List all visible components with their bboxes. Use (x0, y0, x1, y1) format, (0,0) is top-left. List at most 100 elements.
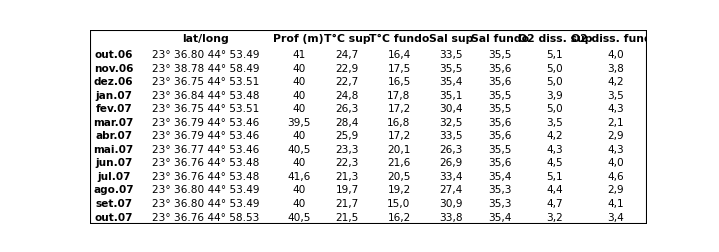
Bar (475, 184, 526, 197)
Bar (584, 103, 647, 116)
Bar (137, 30, 274, 48)
Text: 23° 36.80 44° 53.49: 23° 36.80 44° 53.49 (152, 199, 260, 209)
Text: 22,3: 22,3 (336, 159, 359, 168)
Text: 15,0: 15,0 (388, 199, 411, 209)
Bar (427, 48, 475, 62)
Bar (90, 211, 137, 224)
Bar (475, 197, 526, 211)
Text: 5,0: 5,0 (546, 104, 563, 114)
Text: 23° 36.75 44° 53.51: 23° 36.75 44° 53.51 (152, 104, 260, 114)
Text: 25,9: 25,9 (336, 131, 359, 141)
Bar (427, 103, 475, 116)
Bar (475, 116, 526, 130)
Text: 40: 40 (292, 199, 306, 209)
Bar (274, 143, 324, 157)
Text: Sal sup: Sal sup (429, 34, 473, 44)
Bar (90, 130, 137, 143)
Bar (584, 143, 647, 157)
Bar (274, 116, 324, 130)
Bar (274, 170, 324, 184)
Bar (371, 170, 427, 184)
Bar (427, 170, 475, 184)
Bar (274, 211, 324, 224)
Text: 20,5: 20,5 (388, 172, 411, 182)
Text: 4,6: 4,6 (608, 172, 624, 182)
Bar (584, 197, 647, 211)
Text: mai.07: mai.07 (93, 145, 134, 155)
Text: 35,5: 35,5 (489, 104, 512, 114)
Text: 26,9: 26,9 (439, 159, 462, 168)
Bar (427, 62, 475, 76)
Bar (371, 197, 427, 211)
Bar (427, 211, 475, 224)
Bar (475, 76, 526, 89)
Text: 26,3: 26,3 (439, 145, 462, 155)
Text: 32,5: 32,5 (439, 118, 462, 128)
Bar (90, 89, 137, 103)
Text: 4,5: 4,5 (546, 159, 563, 168)
Bar (90, 116, 137, 130)
Text: jan.07: jan.07 (95, 91, 132, 101)
Bar (427, 130, 475, 143)
Text: 40,5: 40,5 (287, 212, 311, 223)
Text: 40: 40 (292, 104, 306, 114)
Text: 3,8: 3,8 (607, 64, 624, 74)
Bar (324, 143, 371, 157)
Text: 3,9: 3,9 (546, 91, 563, 101)
Text: 2,9: 2,9 (608, 131, 624, 141)
Bar (584, 184, 647, 197)
Bar (137, 197, 274, 211)
Text: 33,8: 33,8 (439, 212, 462, 223)
Bar (274, 76, 324, 89)
Bar (526, 170, 584, 184)
Text: 35,6: 35,6 (489, 77, 512, 87)
Text: 4,3: 4,3 (607, 104, 624, 114)
Text: jun.07: jun.07 (95, 159, 132, 168)
Bar (526, 116, 584, 130)
Bar (584, 76, 647, 89)
Text: O2 diss. fundo: O2 diss. fundo (572, 34, 660, 44)
Text: 19,7: 19,7 (336, 185, 359, 196)
Bar (526, 143, 584, 157)
Text: ago.07: ago.07 (93, 185, 134, 196)
Text: 20,1: 20,1 (388, 145, 411, 155)
Text: 28,4: 28,4 (336, 118, 359, 128)
Bar (475, 211, 526, 224)
Bar (584, 116, 647, 130)
Text: 23° 36.80 44° 53.49: 23° 36.80 44° 53.49 (152, 185, 260, 196)
Bar (137, 170, 274, 184)
Text: 4,0: 4,0 (607, 159, 624, 168)
Bar (324, 76, 371, 89)
Text: 4,4: 4,4 (546, 185, 563, 196)
Text: 35,6: 35,6 (489, 64, 512, 74)
Text: 23° 36.76 44° 58.53: 23° 36.76 44° 58.53 (152, 212, 260, 223)
Text: 26,3: 26,3 (336, 104, 359, 114)
Bar (324, 211, 371, 224)
Text: mar.07: mar.07 (93, 118, 134, 128)
Bar (371, 130, 427, 143)
Bar (371, 62, 427, 76)
Text: 4,3: 4,3 (607, 145, 624, 155)
Text: 4,2: 4,2 (546, 131, 563, 141)
Text: nov.06: nov.06 (94, 64, 134, 74)
Bar (90, 157, 137, 170)
Bar (475, 157, 526, 170)
Text: 30,9: 30,9 (439, 199, 462, 209)
Bar (526, 76, 584, 89)
Bar (137, 103, 274, 116)
Bar (526, 157, 584, 170)
Text: 24,8: 24,8 (336, 91, 359, 101)
Text: 35,5: 35,5 (489, 145, 512, 155)
Text: 40: 40 (292, 91, 306, 101)
Bar (90, 143, 137, 157)
Text: 16,4: 16,4 (388, 50, 411, 60)
Bar (137, 143, 274, 157)
Bar (137, 157, 274, 170)
Text: O2 diss. sup: O2 diss. sup (518, 34, 592, 44)
Bar (274, 184, 324, 197)
Bar (90, 103, 137, 116)
Bar (137, 116, 274, 130)
Text: 23,3: 23,3 (335, 145, 359, 155)
Text: 27,4: 27,4 (439, 185, 462, 196)
Text: 35,4: 35,4 (489, 212, 512, 223)
